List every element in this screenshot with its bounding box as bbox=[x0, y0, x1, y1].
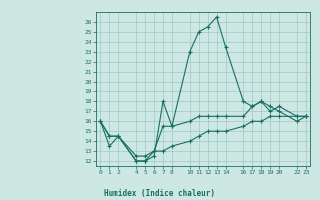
Text: Humidex (Indice chaleur): Humidex (Indice chaleur) bbox=[105, 189, 215, 198]
